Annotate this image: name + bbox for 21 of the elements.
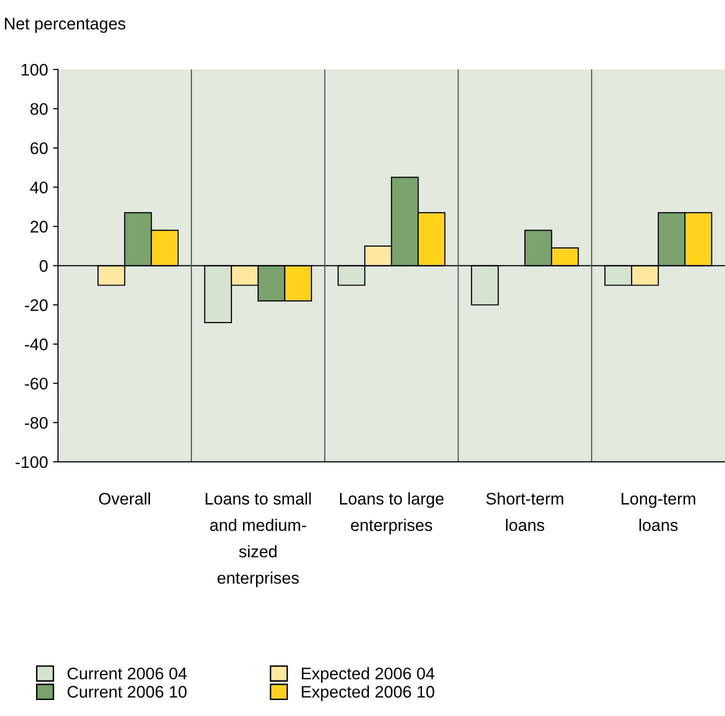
x-tick-label: Loans to small and medium- sized enterprises — [206, 492, 311, 588]
x-tick-label: Short-term loans — [486, 492, 564, 532]
y-tick-label: -100 — [16, 456, 48, 468]
legend-label: Current 2006 04 — [68, 668, 187, 680]
legend-label: Expected 2006 10 — [302, 685, 434, 701]
x-tick-label: Loans to large enterprises — [340, 492, 444, 534]
x-tick-label: Long-term loans — [622, 492, 696, 532]
y-tick-label: -20 — [24, 299, 48, 312]
legend-label: Current 2006 10 — [68, 686, 187, 698]
y-axis-title: Net percentages — [4, 18, 126, 33]
y-tick-label: -40 — [24, 338, 48, 350]
y-tick-label: 80 — [30, 103, 48, 115]
x-tick-label: Overall — [99, 492, 150, 505]
y-tick-label: 40 — [30, 182, 48, 194]
y-tick-label: 20 — [30, 220, 48, 233]
y-tick-label: 100 — [22, 64, 48, 76]
y-tick-label: -60 — [24, 378, 48, 390]
y-tick-label: 60 — [30, 142, 48, 154]
legend-label: Expected 2006 04 — [302, 667, 434, 683]
y-tick-label: -80 — [24, 416, 48, 429]
y-tick-label: 0 — [40, 260, 48, 272]
